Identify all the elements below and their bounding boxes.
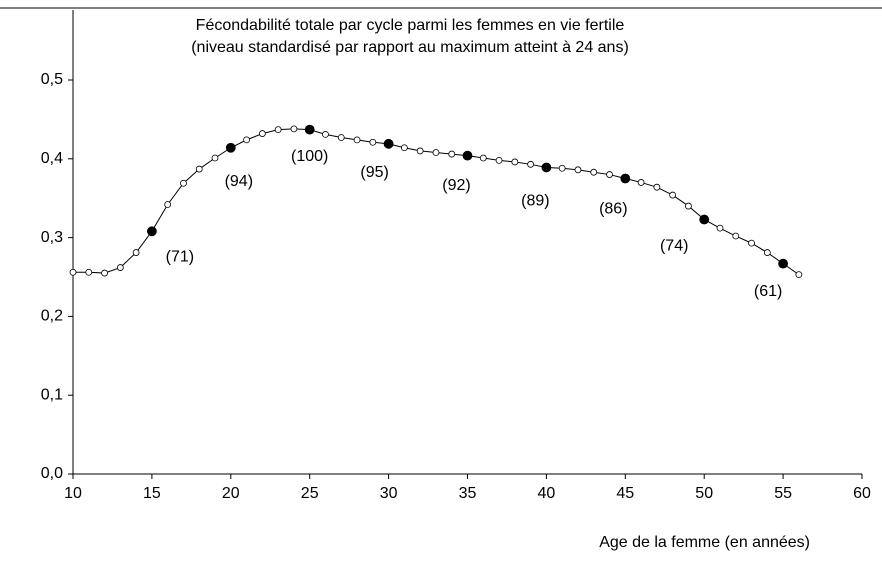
marker — [732, 232, 740, 240]
marker — [448, 150, 456, 158]
highlight-marker — [304, 124, 315, 135]
y-tick-label: 0,5 — [41, 71, 63, 88]
marker — [432, 149, 440, 156]
marker — [763, 249, 771, 256]
highlight-marker — [462, 150, 473, 161]
y-tick-label: 0,3 — [41, 229, 63, 246]
marker — [479, 154, 487, 162]
marker — [258, 130, 266, 137]
marker — [527, 160, 535, 168]
marker — [748, 239, 755, 247]
highlight-marker — [225, 142, 236, 153]
x-tick-label: 40 — [538, 485, 556, 502]
marker — [290, 125, 298, 133]
y-tick-label: 0,1 — [41, 386, 63, 403]
annotation: (86) — [599, 201, 627, 218]
annotation: (61) — [754, 283, 782, 300]
marker — [69, 268, 77, 276]
annotation: (94) — [225, 173, 253, 190]
marker — [116, 264, 124, 271]
highlight-marker — [699, 214, 710, 225]
annotation: (89) — [521, 193, 549, 210]
x-tick-label: 20 — [222, 485, 240, 502]
x-tick-label: 30 — [380, 485, 398, 502]
chart-subtitle: (niveau standardisé par rapport au maxim… — [191, 39, 629, 56]
y-tick-label: 0,2 — [41, 308, 63, 325]
marker — [180, 179, 187, 187]
x-axis-label: Age de la femme (en années) — [599, 534, 810, 551]
y-tick-label: 0,4 — [41, 150, 63, 167]
annotation: (71) — [166, 249, 194, 266]
x-tick-label: 45 — [616, 485, 634, 502]
x-tick-label: 15 — [143, 485, 161, 502]
marker — [495, 156, 503, 164]
marker — [637, 179, 645, 186]
y-tick-label: 0,0 — [41, 465, 63, 482]
x-tick-label: 35 — [459, 485, 477, 502]
highlight-marker — [778, 258, 788, 269]
marker — [337, 134, 345, 141]
x-tick-label: 50 — [695, 485, 713, 502]
annotation: (92) — [442, 177, 470, 194]
marker — [101, 269, 108, 277]
marker — [243, 136, 250, 144]
marker — [85, 268, 93, 276]
x-tick-label: 10 — [64, 485, 82, 502]
marker — [716, 224, 724, 232]
annotation: (100) — [291, 148, 328, 165]
marker — [590, 168, 598, 176]
annotation: (95) — [360, 164, 388, 181]
marker — [558, 164, 566, 172]
marker — [369, 138, 377, 146]
marker — [416, 147, 424, 155]
annotation: (74) — [660, 238, 688, 255]
marker — [795, 271, 803, 279]
marker — [574, 166, 582, 174]
marker — [195, 165, 203, 173]
marker — [653, 183, 661, 191]
marker — [353, 136, 361, 144]
marker — [400, 144, 408, 152]
marker — [685, 202, 692, 210]
marker — [669, 191, 677, 199]
highlight-marker — [620, 173, 631, 184]
x-tick-label: 25 — [301, 485, 319, 502]
marker — [211, 154, 219, 162]
chart-title: Fécondabilité totale par cycle parmi les… — [196, 17, 625, 34]
marker — [322, 130, 329, 138]
highlight-marker — [541, 162, 552, 173]
marker — [164, 201, 172, 208]
marker — [606, 171, 613, 178]
x-tick-label: 55 — [774, 485, 792, 502]
marker — [132, 249, 140, 256]
marker — [274, 126, 282, 134]
highlight-marker — [383, 138, 394, 149]
x-tick-label: 60 — [853, 485, 871, 502]
marker — [511, 158, 519, 166]
highlight-marker — [146, 226, 157, 237]
